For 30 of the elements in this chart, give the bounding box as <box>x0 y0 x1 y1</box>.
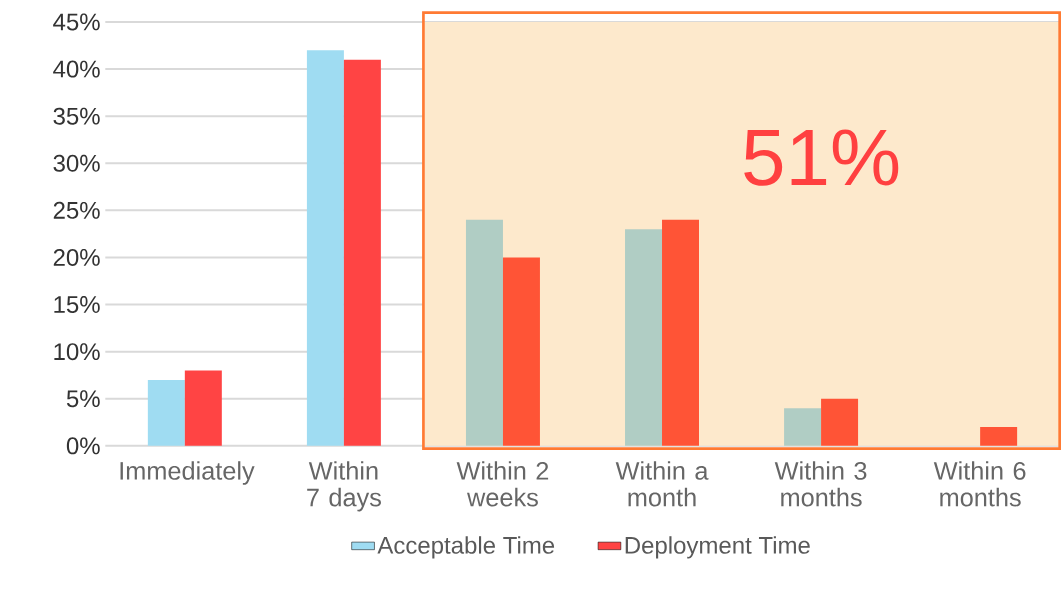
x-tick-label: Within a month <box>615 461 709 507</box>
y-tick-label: 20% <box>53 249 100 267</box>
band-label: 51% <box>744 129 899 186</box>
x-tick-label: Within 7 days <box>307 461 381 512</box>
bar <box>306 50 344 446</box>
y-tick-label: 25% <box>53 201 100 219</box>
y-tick-label: 35% <box>53 107 100 125</box>
y-tick-label: 30% <box>53 154 100 172</box>
y-tick-label: 10% <box>54 343 100 361</box>
y-tick-label: 0% <box>66 437 100 455</box>
bar <box>502 257 540 446</box>
legend-label: Deployment Time <box>625 536 810 559</box>
bar <box>980 427 1018 446</box>
x-tick-label: Immediately <box>120 461 255 485</box>
bar <box>147 380 185 446</box>
y-tick-label: 45% <box>53 13 100 31</box>
y-tick-label: 5% <box>66 390 100 408</box>
legend-label: Acceptable Time <box>377 536 555 559</box>
y-tick-label: 15% <box>54 296 100 314</box>
x-tick-label: Within 3 months <box>774 461 867 507</box>
x-tick-label: Within 2 weeks <box>456 461 549 507</box>
x-tick-label: Within 6 months <box>933 461 1026 507</box>
bar <box>184 370 222 446</box>
bar <box>465 219 503 446</box>
bar <box>821 398 859 446</box>
bar <box>784 408 822 446</box>
y-tick-label: 40% <box>53 60 100 78</box>
bar <box>662 219 699 446</box>
bar <box>343 59 381 446</box>
bar <box>625 229 663 446</box>
